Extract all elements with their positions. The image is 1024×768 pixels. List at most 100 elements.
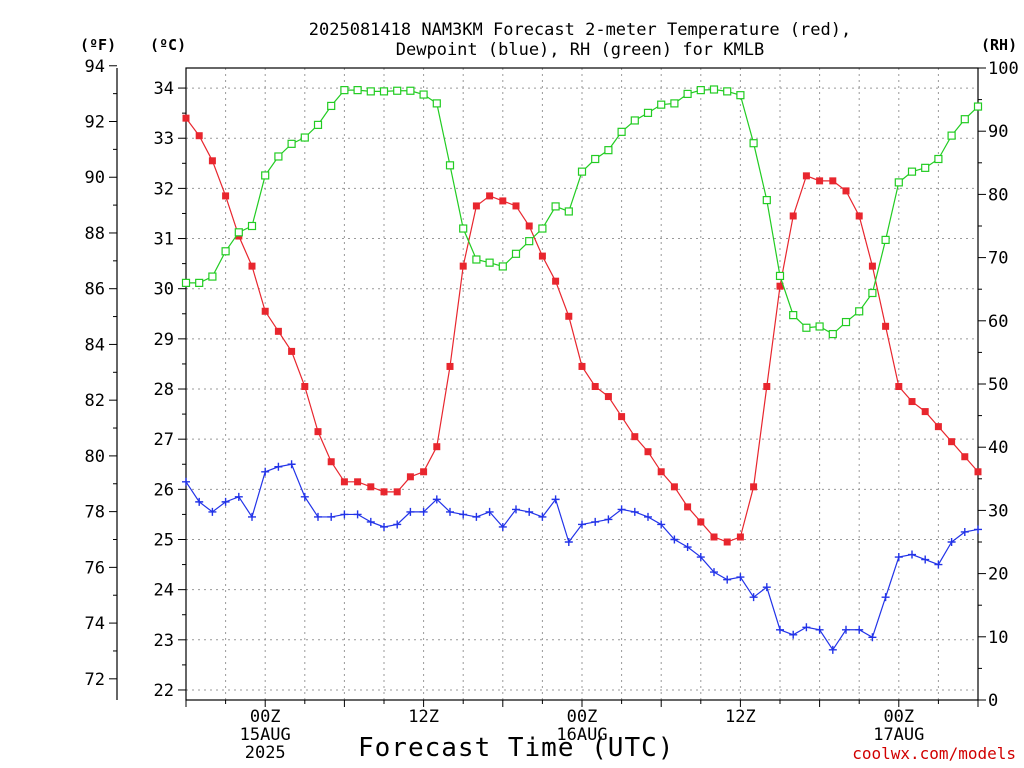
temperature-point (459, 262, 467, 270)
dewpoint-point (828, 645, 837, 654)
temperature-point (908, 398, 916, 406)
temperature-point (552, 277, 560, 285)
rh-point (960, 115, 969, 124)
temperature-point (882, 322, 890, 330)
rh-tick-label: 40 (988, 438, 1008, 458)
dewpoint-point (842, 625, 850, 634)
x-tick-label-year: 2025 (245, 743, 286, 763)
rh-point (393, 86, 402, 95)
x-tick-label: 12Z (725, 707, 756, 727)
fahrenheit-tick-label: 78 (85, 503, 105, 523)
fahrenheit-tick-label: 76 (85, 558, 105, 578)
rh-tick-label: 70 (988, 249, 1008, 269)
dewpoint-point (657, 520, 666, 529)
dewpoint-point (419, 507, 428, 516)
rh-point (881, 235, 890, 245)
temperature-point (406, 473, 414, 481)
fahrenheit-tick-label: 90 (85, 168, 105, 188)
x-tick-label: 00Z (883, 707, 914, 727)
rh-tick-label: 60 (988, 312, 1008, 332)
fahrenheit-tick-label: 72 (85, 670, 105, 690)
rh-point (221, 247, 230, 256)
dewpoint-point (340, 510, 349, 519)
dewpoint-point (736, 573, 745, 582)
dewpoint-point (261, 467, 270, 476)
temperature-point (340, 478, 348, 486)
rh-tick-label: 10 (988, 628, 1008, 648)
dewpoint-point (670, 535, 679, 544)
temperature-point (750, 483, 758, 491)
x-tick-label-date: 17AUG (873, 725, 924, 745)
temperature-point (763, 383, 771, 391)
celsius-tick-label: 23 (154, 631, 174, 651)
fahrenheit-tick-label: 88 (85, 224, 105, 244)
temperature-point (802, 172, 810, 180)
temperature-point (301, 383, 309, 391)
temperature-point (354, 478, 362, 486)
dewpoint-point (485, 507, 494, 516)
rh-tick-label: 20 (988, 565, 1008, 585)
dewpoint-point (300, 492, 309, 501)
series-open-square (181, 85, 983, 339)
rh-point (591, 154, 600, 164)
dewpoint-point (683, 543, 692, 552)
rh-point (472, 255, 481, 264)
dewpoint-point (327, 512, 336, 521)
dewpoint-point (868, 633, 877, 642)
temperature-point (367, 483, 375, 491)
fahrenheit-tick-label: 92 (85, 113, 105, 133)
celsius-tick-label: 32 (154, 179, 174, 199)
temperature-point (684, 503, 692, 511)
chart-title-line1: 2025081418 NAM3KM Forecast 2-meter Tempe… (308, 20, 852, 40)
temperature-point (565, 312, 573, 320)
fahrenheit-tick-label: 74 (85, 614, 105, 634)
dewpoint-point (512, 505, 520, 514)
x-tick-label: 00Z (250, 707, 281, 727)
rh-point (577, 167, 587, 176)
celsius-tick-label: 28 (154, 380, 174, 400)
rh-tick-label: 100 (988, 59, 1019, 79)
temperature-point (776, 282, 784, 290)
dewpoint-point (578, 520, 586, 529)
dewpoint-point (393, 520, 402, 529)
celsius-tick-label: 22 (154, 681, 174, 701)
rh-point (868, 288, 877, 298)
dewpoint-point (182, 477, 190, 486)
celsius-tick-label: 33 (154, 129, 174, 149)
dewpoint-point (195, 497, 204, 506)
dewpoint-point (855, 625, 864, 634)
rh-point (300, 133, 309, 142)
dewpoint-point (234, 492, 243, 501)
temperature-point (314, 428, 322, 436)
temperature-point (512, 202, 520, 210)
rh-point (828, 329, 837, 339)
x-tick-label-date: 15AUG (240, 725, 291, 745)
dewpoint-point (221, 497, 230, 506)
temperature-point (499, 197, 507, 205)
dewpoint-point (432, 495, 441, 504)
dewpoint-point (353, 510, 362, 519)
rh-point (274, 152, 283, 161)
axes: 22 23 24 25 26 27 28 29 30 31 32 33 34 72 74 76 78 80 82 84… (85, 57, 1019, 763)
rh-point (749, 139, 758, 148)
rh-point (802, 323, 811, 332)
rh-tick-label: 90 (988, 122, 1008, 142)
celsius-tick-label: 30 (154, 280, 174, 300)
rh-point (234, 228, 243, 237)
x-axis-title: Forecast Time (UTC) (358, 733, 675, 763)
rh-point (841, 317, 851, 327)
rh-point (327, 101, 336, 111)
rh-point (261, 171, 270, 180)
rh-tick-label: 30 (988, 501, 1008, 521)
temperature-point (288, 347, 296, 355)
rh-point (617, 127, 626, 136)
dewpoint-point (881, 593, 890, 602)
temperature-point (208, 157, 216, 165)
rh-point (894, 178, 903, 187)
temperature-point (948, 438, 956, 446)
gridlines (185, 68, 979, 700)
rh-point (181, 278, 191, 287)
dewpoint-point (921, 555, 930, 564)
rh-point (353, 86, 362, 95)
